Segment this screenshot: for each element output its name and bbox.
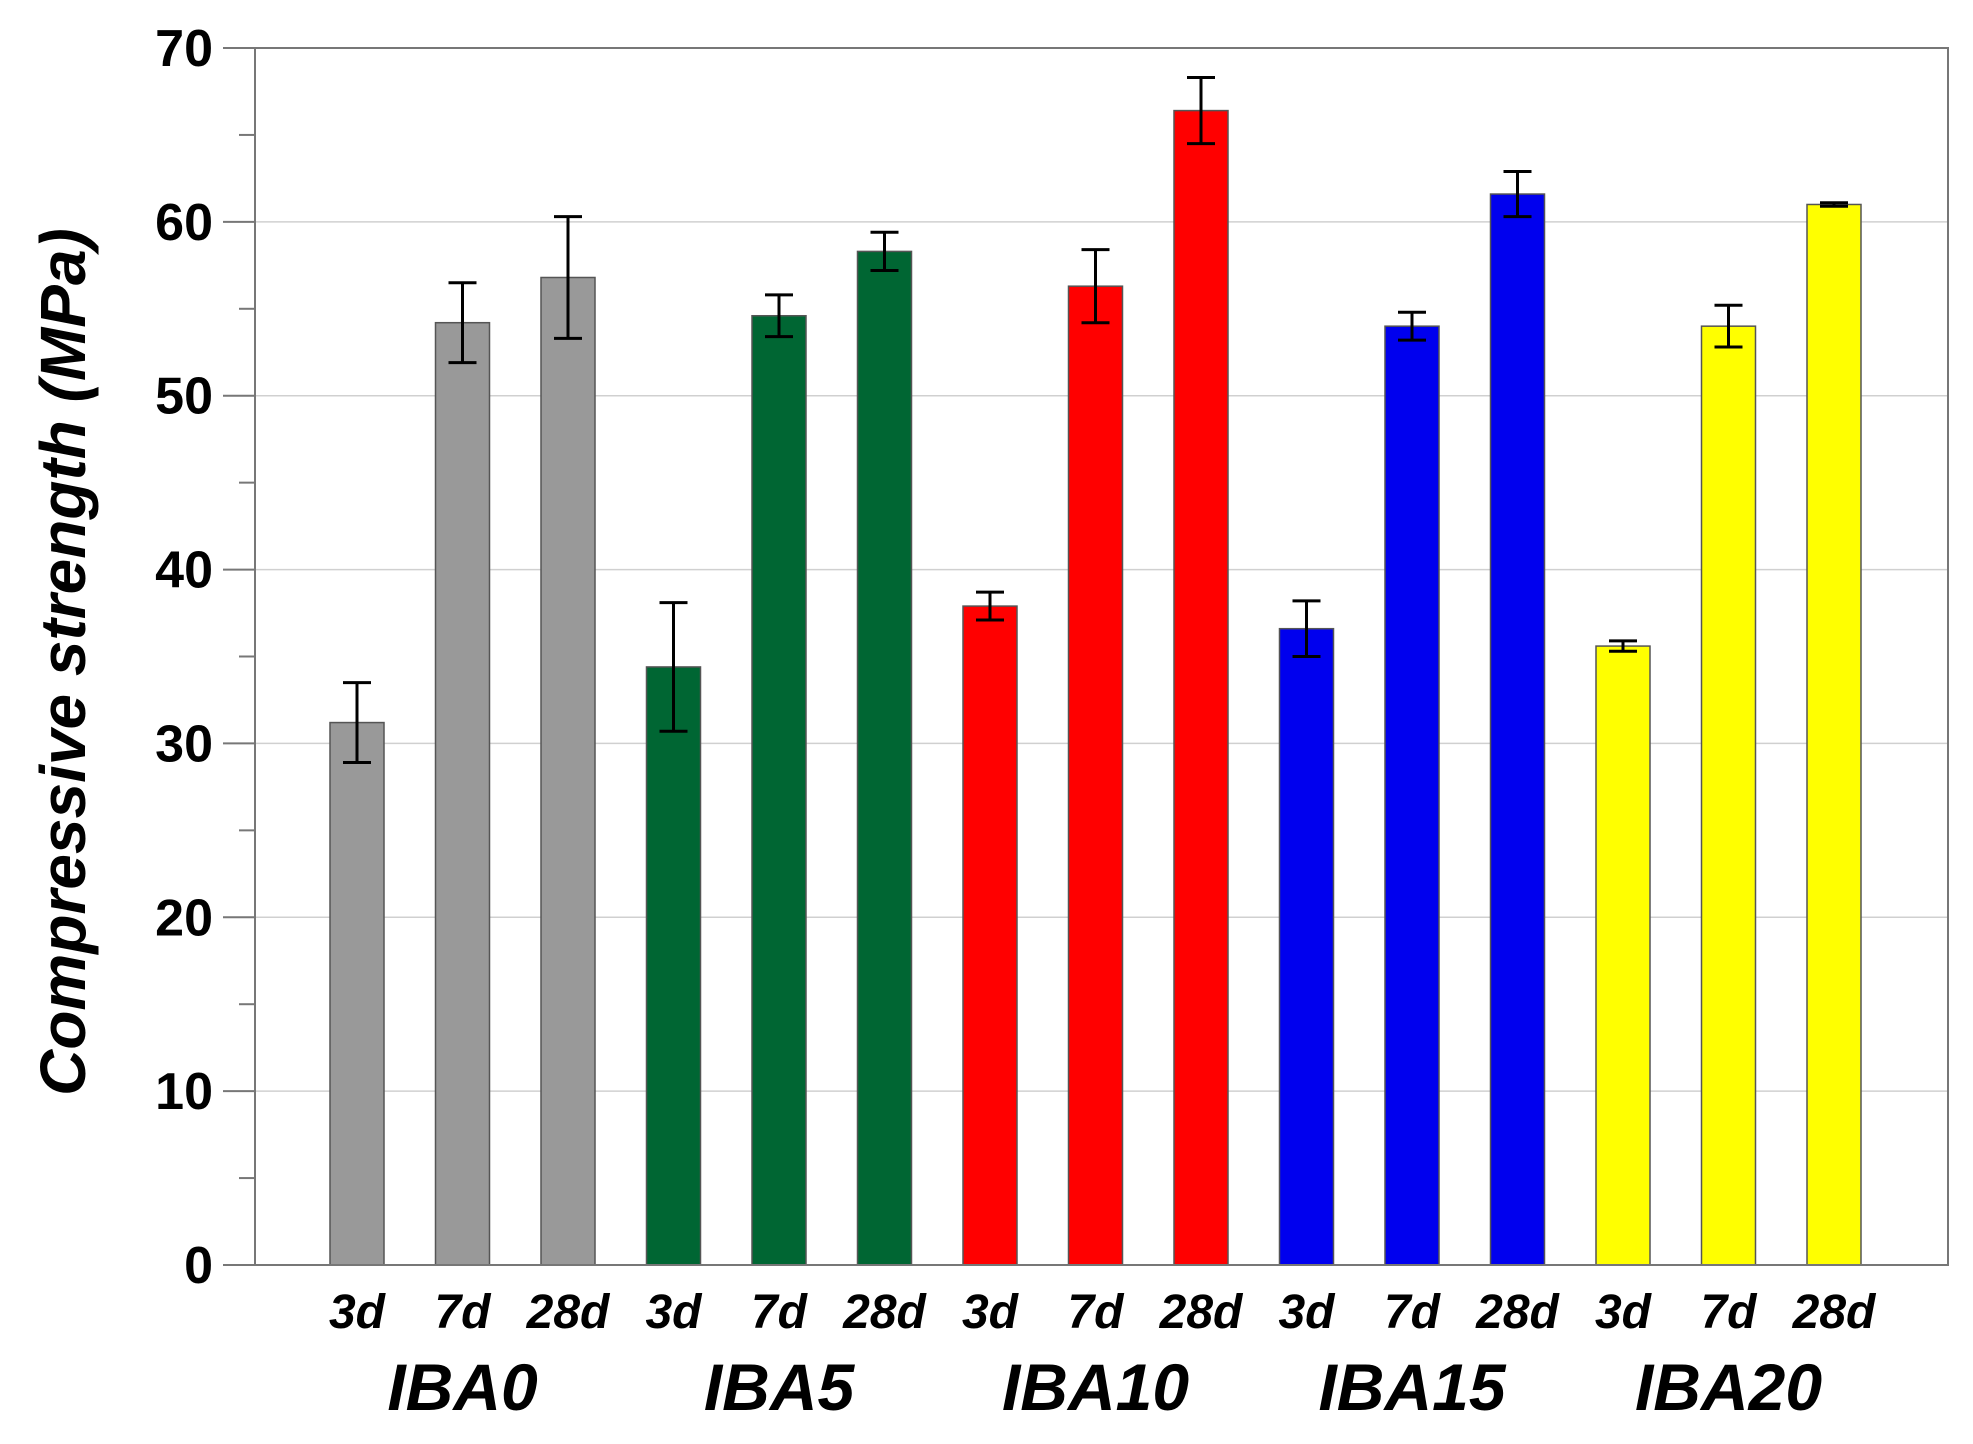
bar <box>751 314 807 1266</box>
category-label: 28d <box>1159 1286 1244 1339</box>
category-label: 3d <box>1595 1286 1653 1339</box>
category-label: 7d <box>1700 1286 1758 1339</box>
category-label: 28d <box>1475 1286 1560 1339</box>
y-axis-title: Compressive strength (MPa) <box>27 228 99 1096</box>
category-label: 7d <box>751 1286 809 1339</box>
category-label: 3d <box>645 1286 703 1339</box>
y-tick-label: 0 <box>184 1237 213 1295</box>
bar <box>856 250 913 1266</box>
category-label: 28d <box>526 1286 611 1339</box>
bar <box>962 605 1018 1266</box>
y-axis-ticks: 0 10 20 30 40 50 60 70 <box>155 20 255 1295</box>
bar <box>1278 627 1335 1266</box>
bar <box>1595 645 1651 1266</box>
y-tick-label: 40 <box>155 542 213 600</box>
group-label: IBA15 <box>1318 1350 1506 1424</box>
category-label: 3d <box>1278 1286 1336 1339</box>
category-label: 7d <box>1384 1286 1442 1339</box>
group-label: IBA5 <box>704 1350 856 1424</box>
bars <box>329 109 1862 1266</box>
bar <box>540 276 596 1266</box>
bar <box>1067 285 1124 1266</box>
y-tick-label: 70 <box>155 20 213 78</box>
group-label: IBA10 <box>1002 1350 1189 1424</box>
bar <box>1489 193 1546 1266</box>
bar <box>329 721 385 1266</box>
category-label: 7d <box>434 1286 492 1339</box>
bar <box>1173 109 1229 1266</box>
y-tick-label: 10 <box>155 1063 213 1121</box>
bar <box>1806 203 1862 1266</box>
bar <box>1384 325 1440 1266</box>
group-label: IBA20 <box>1635 1350 1822 1424</box>
bar <box>434 321 491 1266</box>
category-label: 7d <box>1067 1286 1125 1339</box>
y-tick-label: 60 <box>155 194 213 252</box>
category-label: 28d <box>842 1286 927 1339</box>
bar <box>1700 325 1757 1266</box>
category-label: 3d <box>329 1286 387 1339</box>
y-tick-label: 50 <box>155 368 213 426</box>
bar <box>645 666 702 1266</box>
category-label: 28d <box>1792 1286 1877 1339</box>
y-tick-label: 30 <box>155 715 213 773</box>
y-tick-label: 20 <box>155 889 213 947</box>
group-label: IBA0 <box>387 1350 538 1424</box>
error-bars <box>343 76 1848 765</box>
category-label: 3d <box>962 1286 1020 1339</box>
